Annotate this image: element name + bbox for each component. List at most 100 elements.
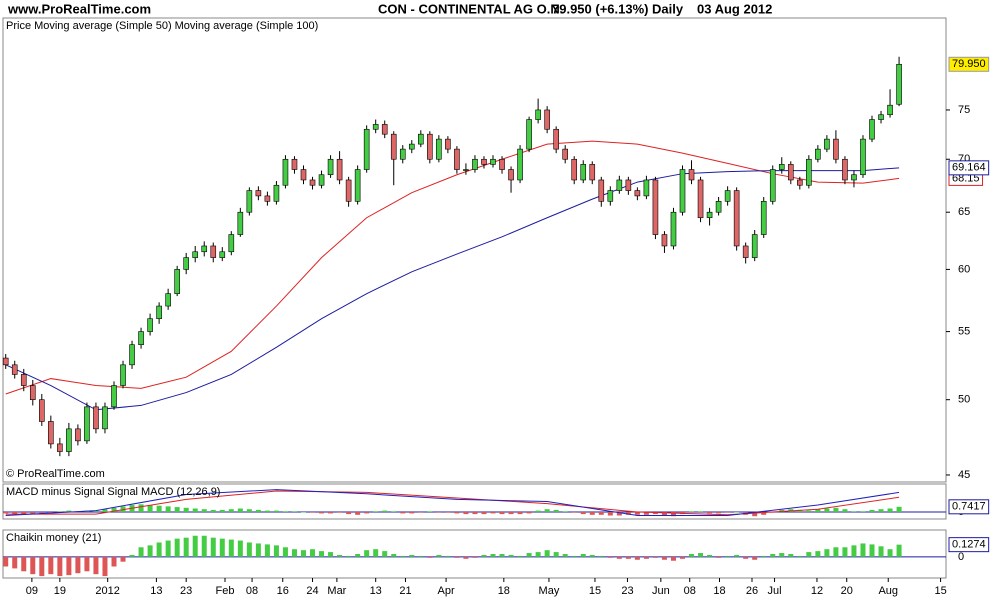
bar: [93, 556, 99, 575]
bar: [21, 556, 27, 572]
bar: [725, 512, 731, 513]
bar: [887, 549, 893, 557]
bar: [364, 512, 370, 514]
candle-body: [679, 169, 686, 213]
bar: [319, 512, 325, 514]
bar: [779, 553, 785, 557]
bar: [147, 505, 153, 512]
x-tick-label: 23: [180, 585, 192, 597]
bar: [634, 556, 640, 560]
bar: [634, 512, 640, 515]
candle-body: [354, 169, 361, 202]
bar: [625, 556, 631, 559]
instrument: CON - CONTINENTAL AG O.N.: [378, 1, 563, 16]
bar: [860, 543, 866, 557]
macd-panel: [2, 483, 947, 520]
candle-body: [815, 148, 821, 160]
candle-body: [688, 169, 695, 181]
bar: [463, 556, 469, 559]
bar: [490, 554, 496, 557]
bar: [282, 511, 288, 512]
bar: [454, 512, 460, 514]
candle-body: [309, 179, 316, 186]
bar: [183, 537, 189, 557]
bar: [661, 512, 667, 516]
bar: [30, 512, 36, 515]
candle-body: [833, 138, 839, 160]
y-tick-label: 45: [958, 469, 970, 481]
x-tick-label: 23: [621, 585, 633, 597]
candle-body: [481, 158, 487, 165]
bar: [661, 556, 667, 560]
bar: [716, 512, 722, 514]
bar: [246, 542, 252, 557]
candle-body: [463, 169, 469, 171]
bar: [698, 511, 704, 512]
indicator-line: [5, 490, 900, 516]
candle-body: [806, 158, 812, 186]
bar: [652, 556, 658, 558]
candle-body: [255, 190, 262, 197]
bar: [472, 512, 478, 515]
legend-entry: Price: [6, 20, 31, 32]
bar: [255, 509, 261, 512]
chaikin-panel: [2, 529, 947, 579]
bar: [192, 535, 198, 557]
bar: [264, 510, 270, 512]
bar: [788, 554, 794, 557]
candle-body: [427, 133, 433, 160]
bar: [725, 555, 731, 557]
x-tick-label: 24: [306, 585, 318, 597]
candle-body: [634, 190, 641, 197]
bar: [887, 508, 893, 512]
indicator-line: [5, 140, 900, 395]
bar: [734, 512, 740, 513]
bar: [364, 550, 370, 557]
bar: [264, 544, 270, 557]
bar: [337, 554, 343, 557]
bar: [3, 512, 9, 514]
candle-body: [715, 201, 722, 213]
site-name: www.ProRealTime.com: [7, 1, 151, 16]
x-tick-label: 15: [934, 585, 946, 597]
bar: [3, 556, 9, 567]
price-panel: [2, 17, 947, 483]
x-tick-label: Apr: [438, 585, 455, 597]
bar: [337, 512, 343, 513]
bar: [39, 556, 45, 577]
y-tick-label: 50: [958, 394, 970, 406]
bar: [517, 512, 523, 515]
bar: [255, 543, 261, 557]
bar: [707, 554, 713, 557]
bar: [156, 542, 162, 557]
bar: [896, 506, 902, 512]
candle-body: [210, 245, 217, 258]
x-tick-label: 2012: [95, 585, 119, 597]
candle-body: [120, 364, 126, 386]
candle-body: [282, 158, 289, 186]
y-tick-label: 65: [958, 206, 970, 218]
bar: [445, 512, 451, 513]
x-tick-label: 13: [370, 585, 382, 597]
bar: [48, 512, 54, 513]
x-tick-label: Jun: [652, 585, 670, 597]
candle-body: [318, 174, 325, 186]
bar: [896, 544, 902, 557]
last-value-label: 0.7417: [952, 501, 986, 513]
candle-body: [652, 179, 659, 235]
bar: [508, 554, 514, 557]
bar: [111, 507, 117, 512]
x-tick-label: 18: [713, 585, 725, 597]
candle-body: [896, 63, 902, 105]
bar: [39, 512, 45, 514]
candle-body: [797, 179, 803, 186]
bar: [219, 538, 225, 557]
candle-body: [571, 158, 578, 181]
bar: [210, 509, 216, 512]
x-tick-label: 08: [246, 585, 258, 597]
bar: [734, 554, 740, 557]
candle-body: [237, 211, 244, 235]
candle-body: [48, 421, 54, 445]
bar: [21, 512, 27, 515]
